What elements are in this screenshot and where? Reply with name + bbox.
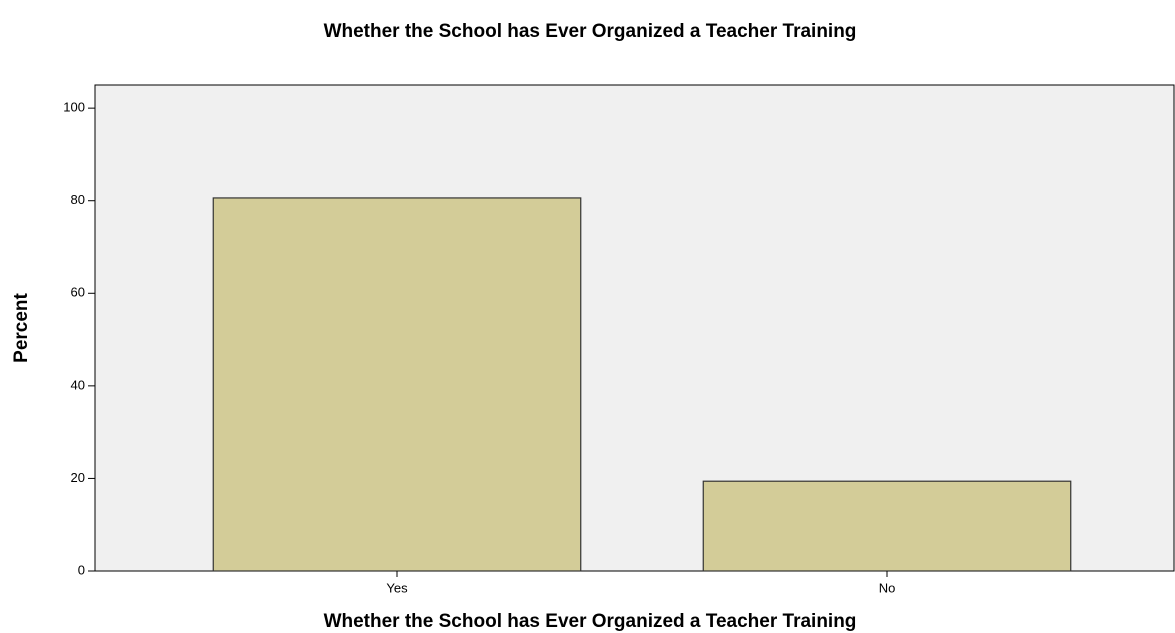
y-tick-label: 0	[78, 562, 85, 577]
y-tick-label: 100	[63, 100, 85, 115]
chart-title: Whether the School has Ever Organized a …	[324, 21, 857, 42]
x-tick-label: Yes	[386, 580, 408, 595]
y-tick-label: 60	[71, 285, 85, 300]
bar	[212, 197, 582, 572]
x-axis-label: Whether the School has Ever Organized a …	[324, 611, 857, 632]
y-axis-label: Percent	[11, 292, 32, 362]
y-tick-label: 40	[71, 377, 85, 392]
y-tick-label: 20	[71, 470, 85, 485]
x-tick-label: No	[879, 580, 896, 595]
bar	[702, 480, 1072, 572]
y-tick-label: 80	[71, 192, 85, 207]
